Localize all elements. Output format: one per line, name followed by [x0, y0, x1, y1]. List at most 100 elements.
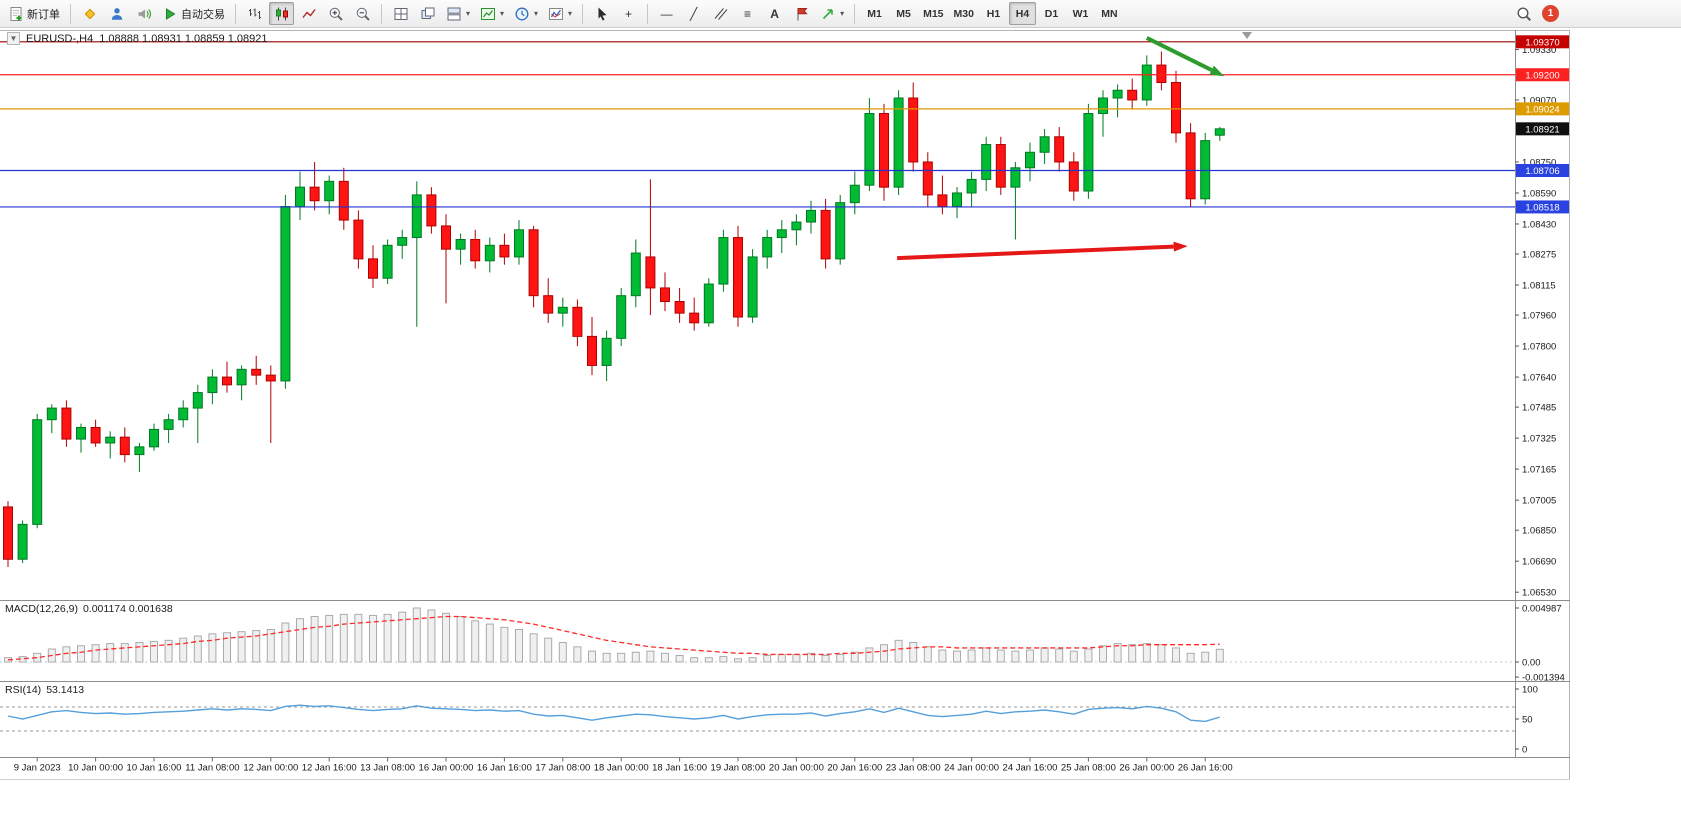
- macd-histogram-bar: [1011, 650, 1020, 663]
- candlestick-chart-button[interactable]: [269, 2, 294, 25]
- time-axis-label: 24 Jan 16:00: [1003, 763, 1058, 774]
- candle-up: [1010, 167, 1021, 188]
- timeframe-m15-button[interactable]: M15: [919, 2, 947, 25]
- price-axis-tick-label: 1.09330: [1522, 45, 1556, 56]
- candle-down: [1185, 132, 1196, 200]
- rsi-line: [7, 704, 1220, 723]
- macd-histogram-bar: [412, 607, 421, 663]
- candle-up: [192, 392, 203, 409]
- candle-up: [76, 426, 86, 440]
- toolbar-separator: [70, 3, 71, 24]
- candle-up: [149, 428, 159, 448]
- candle-down: [338, 180, 349, 221]
- timeframe-w1-button[interactable]: W1: [1067, 2, 1094, 25]
- indicators-button[interactable]: ▾: [544, 2, 576, 25]
- candle-down: [61, 407, 72, 440]
- toolbar-right-group: 1: [1511, 2, 1559, 25]
- autotrading-button[interactable]: 自动交易: [158, 2, 229, 25]
- candle-up: [411, 194, 422, 239]
- macd-name: MACD(12,26,9): [5, 603, 78, 615]
- horizontal-line-button[interactable]: —: [654, 2, 679, 25]
- price-axis-tick-label: 1.08115: [1522, 281, 1556, 292]
- cascade-windows-button[interactable]: [415, 2, 440, 25]
- candle-up: [966, 178, 977, 194]
- rsi-axis-label: 100: [1522, 685, 1538, 696]
- arrow-tool-icon: [822, 8, 833, 19]
- zoom-out-button[interactable]: [350, 2, 375, 25]
- candle-down: [995, 144, 1006, 188]
- main-toolbar: 新订单 自动交易 ▾ ▾ ▾: [0, 0, 1681, 28]
- arrange-windows-button[interactable]: ▾: [442, 2, 474, 25]
- profile-button[interactable]: [104, 2, 129, 25]
- candle-down: [499, 244, 510, 258]
- macd-histogram-bar: [807, 652, 815, 663]
- fibonacci-icon: ≡: [744, 6, 752, 21]
- macd-histogram-bar: [573, 646, 582, 663]
- crosshair-button[interactable]: +: [616, 2, 641, 25]
- notification-badge[interactable]: 1: [1542, 5, 1559, 22]
- macd-histogram-bar: [777, 653, 786, 663]
- candle-up: [324, 180, 335, 202]
- label-tool-button[interactable]: [789, 2, 814, 25]
- red-trend-arrow[interactable]: [897, 244, 1174, 261]
- fibonacci-button[interactable]: ≡: [735, 2, 760, 25]
- macd-histogram-bar: [617, 652, 626, 663]
- cursor-button[interactable]: [589, 2, 614, 25]
- line-chart-button[interactable]: [296, 2, 321, 25]
- rsi-axis-label: 0: [1522, 745, 1527, 756]
- trendline-button[interactable]: ╱: [681, 2, 706, 25]
- candle-down: [937, 194, 948, 208]
- tile-windows-button[interactable]: [388, 2, 413, 25]
- candle-down: [309, 186, 320, 202]
- candle-up: [163, 419, 174, 430]
- channel-button[interactable]: [708, 2, 733, 25]
- green-down-arrow[interactable]: [1145, 36, 1213, 72]
- price-axis-tick-label: 1.07325: [1522, 434, 1556, 445]
- timeframe-h4-button[interactable]: H4: [1008, 2, 1036, 25]
- candle-up: [718, 237, 729, 285]
- symbol-ohlc-label: ▼ EURUSD-,H4 1.08888 1.08931 1.08859 1.0…: [7, 32, 267, 45]
- autotrading-label: 自动交易: [181, 8, 225, 21]
- timeframe-m5-button[interactable]: M5: [890, 2, 917, 25]
- timeframe-m30-button[interactable]: M30: [950, 2, 978, 25]
- timeframe-mn-button[interactable]: MN: [1096, 2, 1123, 25]
- new-order-button[interactable]: 新订单: [4, 2, 64, 25]
- candle-up: [382, 244, 393, 279]
- macd-histogram-bar: [193, 635, 202, 663]
- time-axis-label: 16 Jan 16:00: [477, 763, 532, 774]
- dropdown-arrow-icon: ▾: [840, 9, 845, 18]
- time-axis-label: 16 Jan 00:00: [419, 763, 474, 774]
- candle-up: [864, 113, 875, 186]
- time-axis-label: 18 Jan 00:00: [594, 763, 649, 774]
- profiles-button[interactable]: ▾: [510, 2, 542, 25]
- text-tool-button[interactable]: A: [762, 2, 787, 25]
- window-menu-icon[interactable]: ▼: [7, 32, 20, 45]
- bar-chart-button[interactable]: [242, 2, 267, 25]
- macd-signal-line: [7, 615, 1220, 661]
- metaeditor-button[interactable]: [77, 2, 102, 25]
- clock-icon: [515, 7, 529, 20]
- timeframe-m1-button[interactable]: M1: [861, 2, 888, 25]
- new-chart-button[interactable]: ▾: [476, 2, 508, 25]
- price-axis-tick-label: 1.08590: [1522, 188, 1556, 199]
- price-axis-tick-label: 1.07165: [1522, 465, 1556, 476]
- timeframe-h1-button[interactable]: H1: [980, 2, 1007, 25]
- timeframe-d1-button[interactable]: D1: [1038, 2, 1065, 25]
- chart-shift-marker[interactable]: [1242, 32, 1252, 39]
- candle-up: [1141, 64, 1152, 101]
- new-chart-icon: [481, 7, 496, 20]
- zoom-in-button[interactable]: [323, 2, 348, 25]
- macd-histogram-bar: [120, 643, 129, 663]
- candle-up: [1025, 151, 1035, 169]
- time-axis-label: 23 Jan 08:00: [886, 763, 941, 774]
- arrows-tool-button[interactable]: ▾: [816, 2, 848, 25]
- macd-histogram-bar: [792, 653, 801, 663]
- macd-histogram-bar: [266, 629, 275, 663]
- candlestick-icon: [275, 7, 288, 20]
- price-level-badge: [1516, 200, 1569, 214]
- news-button[interactable]: [131, 2, 156, 25]
- time-axis-label: 25 Jan 08:00: [1061, 763, 1116, 774]
- candle-up: [616, 295, 627, 339]
- search-button[interactable]: [1511, 2, 1536, 25]
